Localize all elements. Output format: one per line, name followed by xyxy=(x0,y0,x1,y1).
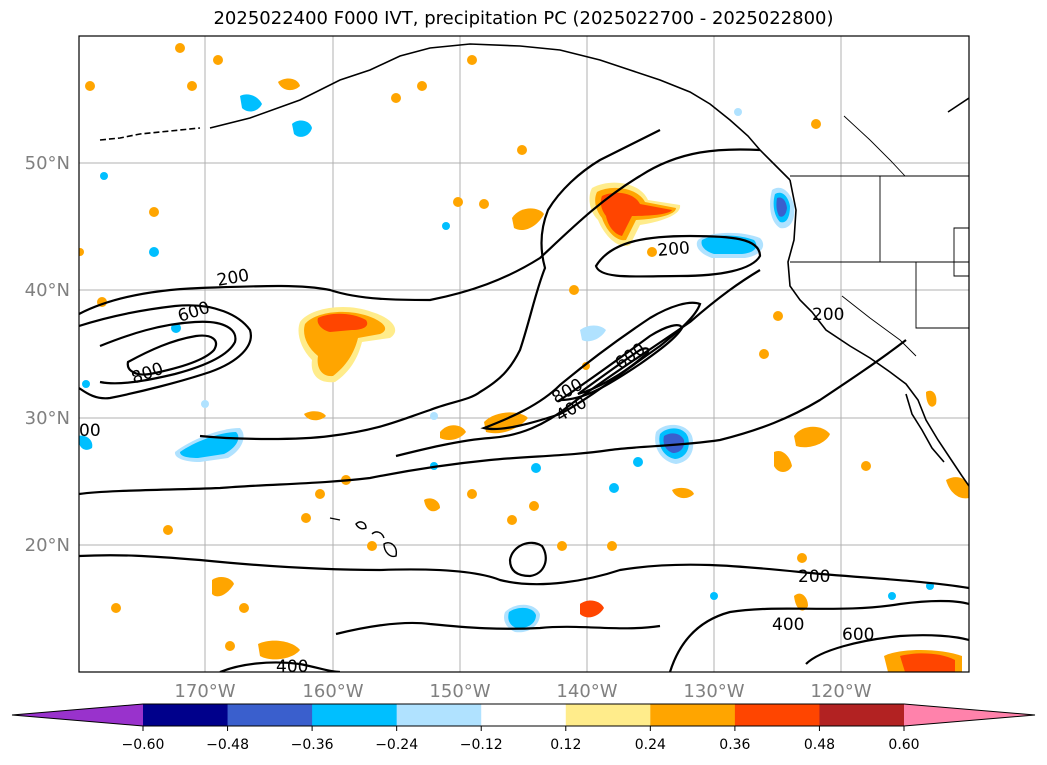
contour-label: 400 xyxy=(276,657,308,677)
colorbar-segment xyxy=(227,704,313,726)
ivt-contour-200 xyxy=(79,148,761,315)
colorbar-segment xyxy=(819,704,905,726)
baja-coast xyxy=(905,393,945,463)
ivt-contour-400 xyxy=(79,304,252,400)
negative-anomaly xyxy=(240,94,262,112)
lat-label: 50°N xyxy=(25,153,70,174)
positive-anomaly xyxy=(672,487,694,499)
colorbar-tick-label: −0.48 xyxy=(206,737,249,753)
positive-anomaly xyxy=(424,498,440,512)
lon-label: 150°W xyxy=(429,681,490,702)
ivt-contour-800 xyxy=(577,347,650,396)
colorbar-tick-label: 0.36 xyxy=(719,737,750,753)
positive-anomaly xyxy=(580,600,604,618)
ivt-contour-400 xyxy=(480,301,702,431)
ivt-contour-200 xyxy=(594,234,762,278)
alaska-coast xyxy=(209,43,791,181)
colorbar-tick-label: 0.60 xyxy=(888,737,919,753)
ivt-contour-200 xyxy=(395,269,761,458)
positive-anomaly xyxy=(512,208,544,231)
latitude-labels: 50°N 40°N 30°N 20°N xyxy=(25,153,70,556)
aleutian-chain xyxy=(99,127,201,141)
political-borders xyxy=(790,115,969,357)
positive-anomaly xyxy=(794,593,808,611)
coastlines xyxy=(99,43,969,487)
precip-anomalies xyxy=(79,43,969,672)
ivt-contour-800 xyxy=(126,334,218,376)
lon-label: 120°W xyxy=(810,681,871,702)
contour-label: 200 xyxy=(657,238,691,261)
map-panel xyxy=(79,36,969,672)
colorbar-segment xyxy=(734,704,820,726)
contour-label: 200 xyxy=(798,567,830,587)
lat-label: 30°N xyxy=(25,408,70,429)
ivt-contour-600 xyxy=(805,634,969,665)
positive-anomaly xyxy=(926,390,937,407)
coast-ne xyxy=(947,97,969,113)
map-frame xyxy=(78,35,970,673)
lon-label: 130°W xyxy=(683,681,744,702)
ivt-contour-600 xyxy=(99,320,237,385)
positive-anomaly xyxy=(794,426,830,448)
ivt-contour-200 xyxy=(199,129,661,441)
positive-anomaly xyxy=(600,192,672,236)
ivt-contour-600 xyxy=(556,324,684,402)
colorbar-tick-label: 0.12 xyxy=(550,737,581,753)
colorbar: −0.60 −0.48 −0.36 −0.24 −0.12 0.12 0.24 0.36 0.4… xyxy=(11,703,1036,753)
colorbar-tick-label: −0.60 xyxy=(122,737,165,753)
negative-anomaly xyxy=(292,120,312,137)
contour-label: 200 xyxy=(812,305,844,325)
ivt-contour-400 xyxy=(219,661,341,672)
positive-anomaly xyxy=(440,425,466,440)
colorbar-tick-label: 0.24 xyxy=(635,737,666,753)
positive-anomaly xyxy=(900,653,955,672)
negative-anomaly xyxy=(580,325,606,342)
colorbar-tick-label: −0.36 xyxy=(291,737,334,753)
lon-label: 160°W xyxy=(302,681,363,702)
colorbar-tick-label: 0.48 xyxy=(804,737,835,753)
colorbar-segment xyxy=(396,704,482,726)
contour-label: 600 xyxy=(842,625,874,645)
ivt-contours xyxy=(79,129,969,672)
ivt-contour-400 xyxy=(668,599,969,672)
colorbar-segment xyxy=(650,704,736,726)
na-west-coast xyxy=(787,179,969,487)
positive-anomaly xyxy=(212,577,234,597)
colorbar-segment xyxy=(565,704,651,726)
ivt-contour-200 xyxy=(79,554,969,590)
colorbar-tick-label: −0.24 xyxy=(375,737,418,753)
positive-anomaly xyxy=(946,477,969,499)
ivt-contour-200 xyxy=(79,339,907,496)
positive-anomaly xyxy=(304,411,326,421)
negative-anomaly xyxy=(508,607,536,629)
colorbar-extend-high xyxy=(904,704,1035,726)
longitude-labels: 170°W 160°W 150°W 140°W 130°W 120°W xyxy=(174,681,871,702)
colorbar-segment xyxy=(143,704,229,726)
ivt-contour-400 xyxy=(335,621,661,636)
colorbar-tick-label: −0.12 xyxy=(460,737,503,753)
lon-label: 140°W xyxy=(556,681,617,702)
negative-anomaly xyxy=(776,197,787,217)
positive-anomaly xyxy=(258,640,300,660)
hawaii-islands xyxy=(329,517,398,558)
negative-anomaly xyxy=(79,435,93,450)
contour-label: 00 xyxy=(79,421,101,441)
colorbar-extend-low xyxy=(12,704,143,726)
ivt-contour-200 xyxy=(508,541,547,578)
positive-anomaly xyxy=(774,450,792,472)
lat-label: 20°N xyxy=(25,535,70,556)
map-title: 2025022400 F000 IVT, precipitation PC (2… xyxy=(213,8,834,29)
colorbar-segment xyxy=(481,704,567,726)
positive-anomaly xyxy=(317,313,368,332)
positive-anomaly xyxy=(278,78,300,91)
negative-anomaly xyxy=(663,433,685,453)
contour-label: 400 xyxy=(772,615,804,635)
lat-label: 40°N xyxy=(25,280,70,301)
lon-label: 170°W xyxy=(174,681,235,702)
colorbar-segment xyxy=(312,704,398,726)
